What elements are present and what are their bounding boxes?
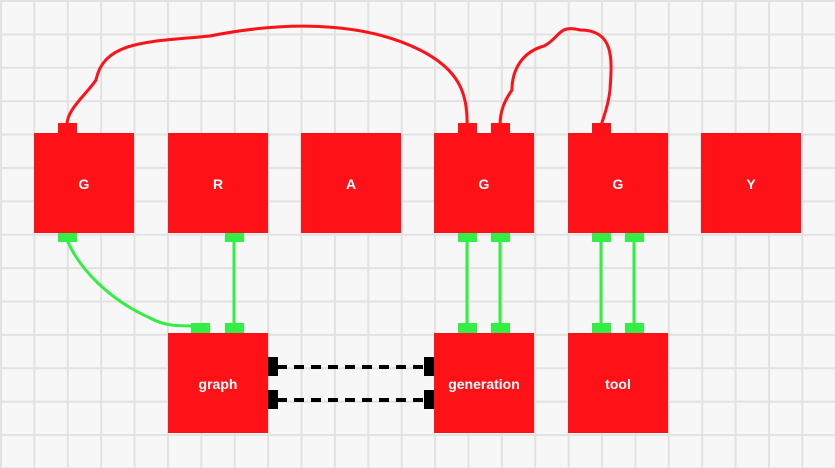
- port-black-graph-right-2[interactable]: [268, 390, 278, 409]
- red-wire-g4-to-g5: [498, 27, 613, 127]
- node-top-1-label: G: [79, 176, 90, 192]
- port-green-tool-in-2[interactable]: [625, 323, 644, 333]
- port-green-g4-out-1[interactable]: [458, 233, 477, 242]
- node-generation[interactable]: generation: [434, 333, 534, 433]
- port-green-g5-out-1[interactable]: [592, 233, 611, 242]
- node-generation-label: generation: [448, 376, 520, 392]
- port-green-g5-out-2[interactable]: [625, 233, 644, 242]
- port-green-g4-out-2[interactable]: [491, 233, 510, 242]
- port-green-g1-out[interactable]: [58, 233, 77, 242]
- green-wire-g1-to-graph: [65, 239, 202, 328]
- port-green-graph-in-1[interactable]: [191, 323, 210, 333]
- port-green-r-out[interactable]: [225, 233, 244, 242]
- node-top-1[interactable]: G: [34, 133, 134, 233]
- port-green-tool-in-1[interactable]: [592, 323, 611, 333]
- red-wire-g1-to-g4: [65, 24, 469, 127]
- node-top-5-label: G: [613, 176, 624, 192]
- node-tool-label: tool: [605, 376, 631, 392]
- port-black-generation-left-2[interactable]: [424, 390, 434, 409]
- port-green-generation-in-1[interactable]: [458, 323, 477, 333]
- node-top-2-label: R: [213, 176, 223, 192]
- node-top-3-label: A: [346, 176, 356, 192]
- node-top-3[interactable]: A: [301, 133, 401, 233]
- node-top-5[interactable]: G: [568, 133, 668, 233]
- node-top-6-label: Y: [746, 176, 756, 192]
- node-graph[interactable]: graph: [168, 333, 268, 433]
- node-top-4-label: G: [479, 176, 490, 192]
- port-top-red-g4a[interactable]: [458, 123, 477, 133]
- port-top-red-g4b[interactable]: [491, 123, 510, 133]
- port-green-generation-in-2[interactable]: [491, 323, 510, 333]
- port-black-graph-right-1[interactable]: [268, 357, 278, 376]
- port-green-graph-in-2[interactable]: [225, 323, 244, 333]
- node-top-6[interactable]: Y: [701, 133, 801, 233]
- port-top-red-g1[interactable]: [58, 123, 77, 133]
- node-tool[interactable]: tool: [568, 333, 668, 433]
- port-black-generation-left-1[interactable]: [424, 357, 434, 376]
- node-top-2[interactable]: R: [168, 133, 268, 233]
- node-top-4[interactable]: G: [434, 133, 534, 233]
- port-top-red-g5[interactable]: [592, 123, 611, 133]
- node-graph-label: graph: [199, 376, 238, 392]
